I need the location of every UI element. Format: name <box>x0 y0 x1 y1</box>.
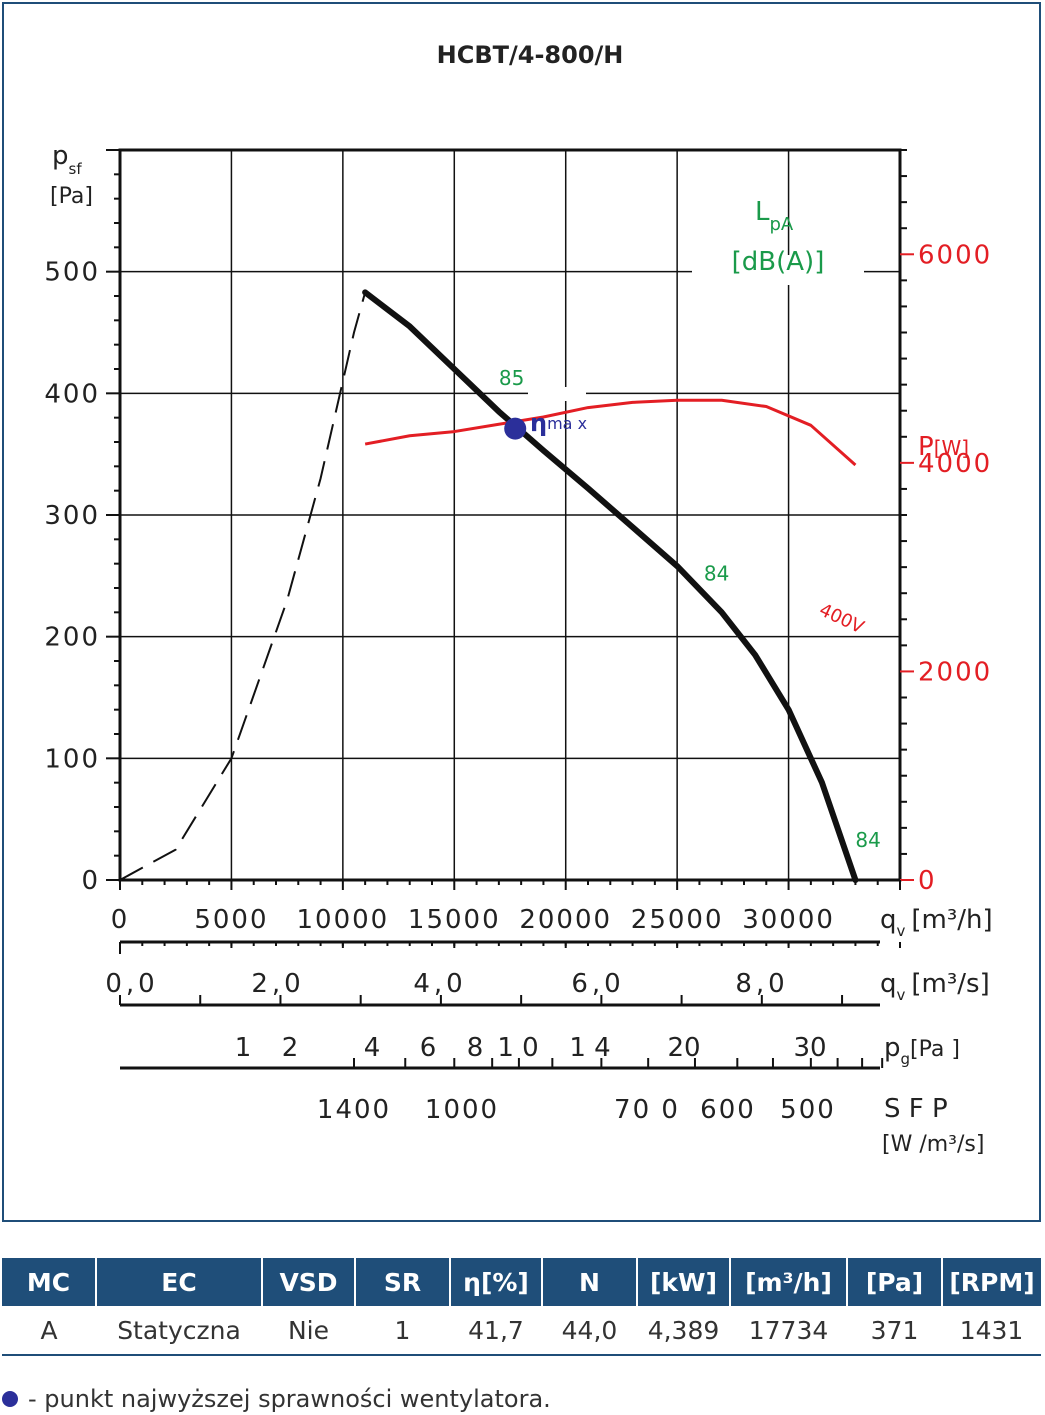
cell-mc: A <box>2 1306 96 1356</box>
grid <box>106 148 914 1070</box>
performance-chart: HCBT/4-800/H 010020030040050002000400060… <box>44 41 993 1157</box>
cell-ec: Statyczna <box>96 1306 262 1356</box>
x-sfp-tick-label: 1400 <box>317 1095 391 1125</box>
cell-m3h: 17734 <box>730 1306 847 1356</box>
efficiency-point-legend-icon <box>2 1391 18 1407</box>
x-qv-m3h-tick-label: 30000 <box>742 905 835 935</box>
x-qv-m3s-tick-label: 0,0 <box>105 969 158 999</box>
x-qv-m3h-tick-label: 5000 <box>194 905 268 935</box>
x-sfp-tick-label: 70 0 <box>614 1095 680 1125</box>
x-qv-m3s-tick-label: 4,0 <box>413 969 466 999</box>
x-pg-tick-label: 8 <box>467 1033 484 1063</box>
y-left-tick-label: 500 <box>44 258 100 288</box>
cell-vsd: Nie <box>262 1306 355 1356</box>
footnote-text: - punkt najwyższej sprawności wentylator… <box>28 1385 551 1413</box>
header-ec: EC <box>95 1258 262 1306</box>
header-rpm: [RPM] <box>941 1258 1041 1306</box>
x-axis-qv-m3s-label: qv [m³/s] <box>880 969 990 1004</box>
header-sr: SR <box>354 1258 450 1306</box>
table-header-row: MC EC VSD SR η[%] N [kW] [m³/h] [Pa] [RP… <box>2 1258 1041 1306</box>
footnote: - punkt najwyższej sprawności wentylator… <box>2 1385 551 1413</box>
lpa-unit: [dB(A)] <box>732 247 825 277</box>
fan-pressure-curve <box>362 289 859 883</box>
table-row: A Statyczna Nie 1 41,7 44,0 4,389 17734 … <box>2 1306 1041 1356</box>
eta-label-background <box>528 387 586 401</box>
x-axis-sfp-unit: [W /m³/s] <box>882 1132 984 1157</box>
sound-level-label: 85 <box>499 366 524 390</box>
x-sfp-tick-label: 500 <box>780 1095 836 1125</box>
lpa-label-background <box>692 255 864 285</box>
x-axis-qv-m3h-label: qv [m³/h] <box>880 905 993 940</box>
y-right-tick-label: 0 <box>918 866 937 896</box>
y-right-tick-label: 4000 <box>918 449 992 479</box>
x-pg-tick-label: 6 <box>420 1033 437 1063</box>
y-right-label: P[W] <box>918 432 969 462</box>
x-sfp-tick-label: 600 <box>700 1095 756 1125</box>
x-pg-tick-label: 1 0 <box>497 1033 538 1063</box>
header-n: N <box>541 1258 637 1306</box>
system-curve <box>119 292 367 881</box>
cell-sr: 1 <box>355 1306 450 1356</box>
header-vsd: VSD <box>261 1258 355 1306</box>
x-pg-tick-label: 1 4 <box>569 1033 610 1063</box>
chart-title: HCBT/4-800/H <box>437 41 624 69</box>
x-axis-sfp-label: S F P <box>884 1094 948 1124</box>
x-pg-tick-label: 1 <box>235 1033 252 1063</box>
fan-data-table: MC EC VSD SR η[%] N [kW] [m³/h] [Pa] [RP… <box>2 1258 1041 1356</box>
efficiency-point <box>504 417 527 440</box>
x-pg-tick-label: 2 <box>282 1033 299 1063</box>
y-left-label: psf <box>52 141 82 178</box>
y-left-tick-label: 0 <box>81 866 100 896</box>
x-qv-m3h-tick-label: 10000 <box>296 905 389 935</box>
header-pa: [Pa] <box>846 1258 942 1306</box>
x-axis-pg-label: pg[Pa ] <box>884 1033 960 1068</box>
y-right-tick-label: 6000 <box>918 240 992 270</box>
y-left-tick-label: 200 <box>44 623 100 653</box>
sound-level-label: 84 <box>704 562 729 586</box>
header-eta: η[%] <box>449 1258 542 1306</box>
chart-frame <box>2 2 1041 1222</box>
x-qv-m3s-tick-label: 2,0 <box>251 969 304 999</box>
y-left-unit: [Pa] <box>50 184 93 209</box>
x-qv-m3s-tick-label: 8,0 <box>735 969 788 999</box>
cell-kw: 4,389 <box>637 1306 730 1356</box>
sound-level-label: 84 <box>855 828 880 852</box>
header-m3h: [m³/h] <box>729 1258 847 1306</box>
lpa-label: LpA <box>755 197 794 235</box>
y-left-tick-label: 300 <box>44 501 100 531</box>
x-qv-m3s-tick-label: 6,0 <box>571 969 624 999</box>
eta-max-label: ηma x <box>530 409 587 437</box>
x-pg-tick-label: 20 <box>667 1033 700 1063</box>
cell-pa: 371 <box>847 1306 942 1356</box>
header-mc: MC <box>2 1258 96 1306</box>
x-pg-tick-label: 30 <box>793 1033 826 1063</box>
y-left-tick-label: 400 <box>44 379 100 409</box>
x-qv-m3h-tick-label: 20000 <box>519 905 612 935</box>
cell-eta: 41,7 <box>450 1306 542 1356</box>
series-label-400v: 400V <box>816 599 868 638</box>
header-kw: [kW] <box>636 1258 730 1306</box>
cell-n: 44,0 <box>542 1306 637 1356</box>
y-left-tick-label: 100 <box>44 744 100 774</box>
x-qv-m3h-tick-label: 25000 <box>631 905 724 935</box>
cell-rpm: 1431 <box>942 1306 1041 1356</box>
x-qv-m3h-tick-label: 15000 <box>408 905 501 935</box>
x-qv-m3h-tick-label: 0 <box>111 905 130 935</box>
x-pg-tick-label: 4 <box>364 1033 381 1063</box>
x-sfp-tick-label: 1000 <box>425 1095 499 1125</box>
y-right-tick-label: 2000 <box>918 657 992 687</box>
power-curve-400v <box>364 398 857 467</box>
